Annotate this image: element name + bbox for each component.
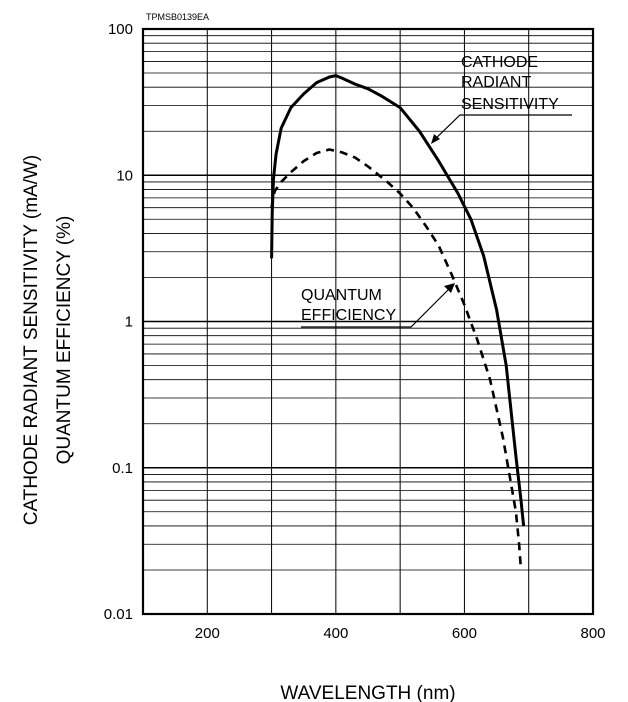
x-tick-labels: 200 400 600 800 (195, 625, 606, 642)
annotation-line: EFFICIENCY (301, 307, 396, 324)
x-tick-label: 200 (195, 625, 220, 642)
annotation-quantum-efficiency: QUANTUM EFFICIENCY (301, 283, 455, 328)
annotation-line: SENSITIVITY (461, 96, 559, 113)
figure-code: TPMSB0139EA (146, 12, 209, 22)
quantum-efficiency-curve (270, 148, 523, 571)
x-tick-label: 400 (323, 625, 348, 642)
y-tick-label: 100 (108, 21, 133, 38)
curves (270, 74, 526, 571)
y-tick-label: 0.1 (112, 460, 133, 477)
annotation-line: QUANTUM (301, 287, 382, 304)
y-axis-title-line-1: CATHODE RADIANT SENSITIVITY (mA/W) (21, 155, 42, 526)
y-axis-title-line-2: QUANTUM EFFICIENCY (%) (54, 216, 75, 465)
y-tick-label: 10 (116, 167, 133, 184)
arrowhead-icon (431, 134, 440, 144)
annotation-leader (301, 285, 453, 328)
plot-frame (141, 27, 595, 616)
annotation-line: RADIANT (461, 74, 531, 91)
arrowhead-icon (444, 283, 455, 293)
x-tick-label: 800 (580, 625, 605, 642)
annotation-line: CATHODE (461, 54, 538, 71)
x-axis-title: WAVELENGTH (nm) (280, 683, 455, 702)
y-tick-label: 0.01 (104, 606, 133, 623)
cathode-sensitivity-curve (270, 74, 526, 527)
annotation-leader (431, 114, 572, 143)
annotation-cathode-radiant-sensitivity: CATHODE RADIANT SENSITIVITY (431, 54, 572, 144)
y-tick-label: 1 (125, 314, 133, 331)
y-tick-labels: 100 10 1 0.1 0.01 (104, 21, 133, 623)
x-tick-label: 600 (452, 625, 477, 642)
